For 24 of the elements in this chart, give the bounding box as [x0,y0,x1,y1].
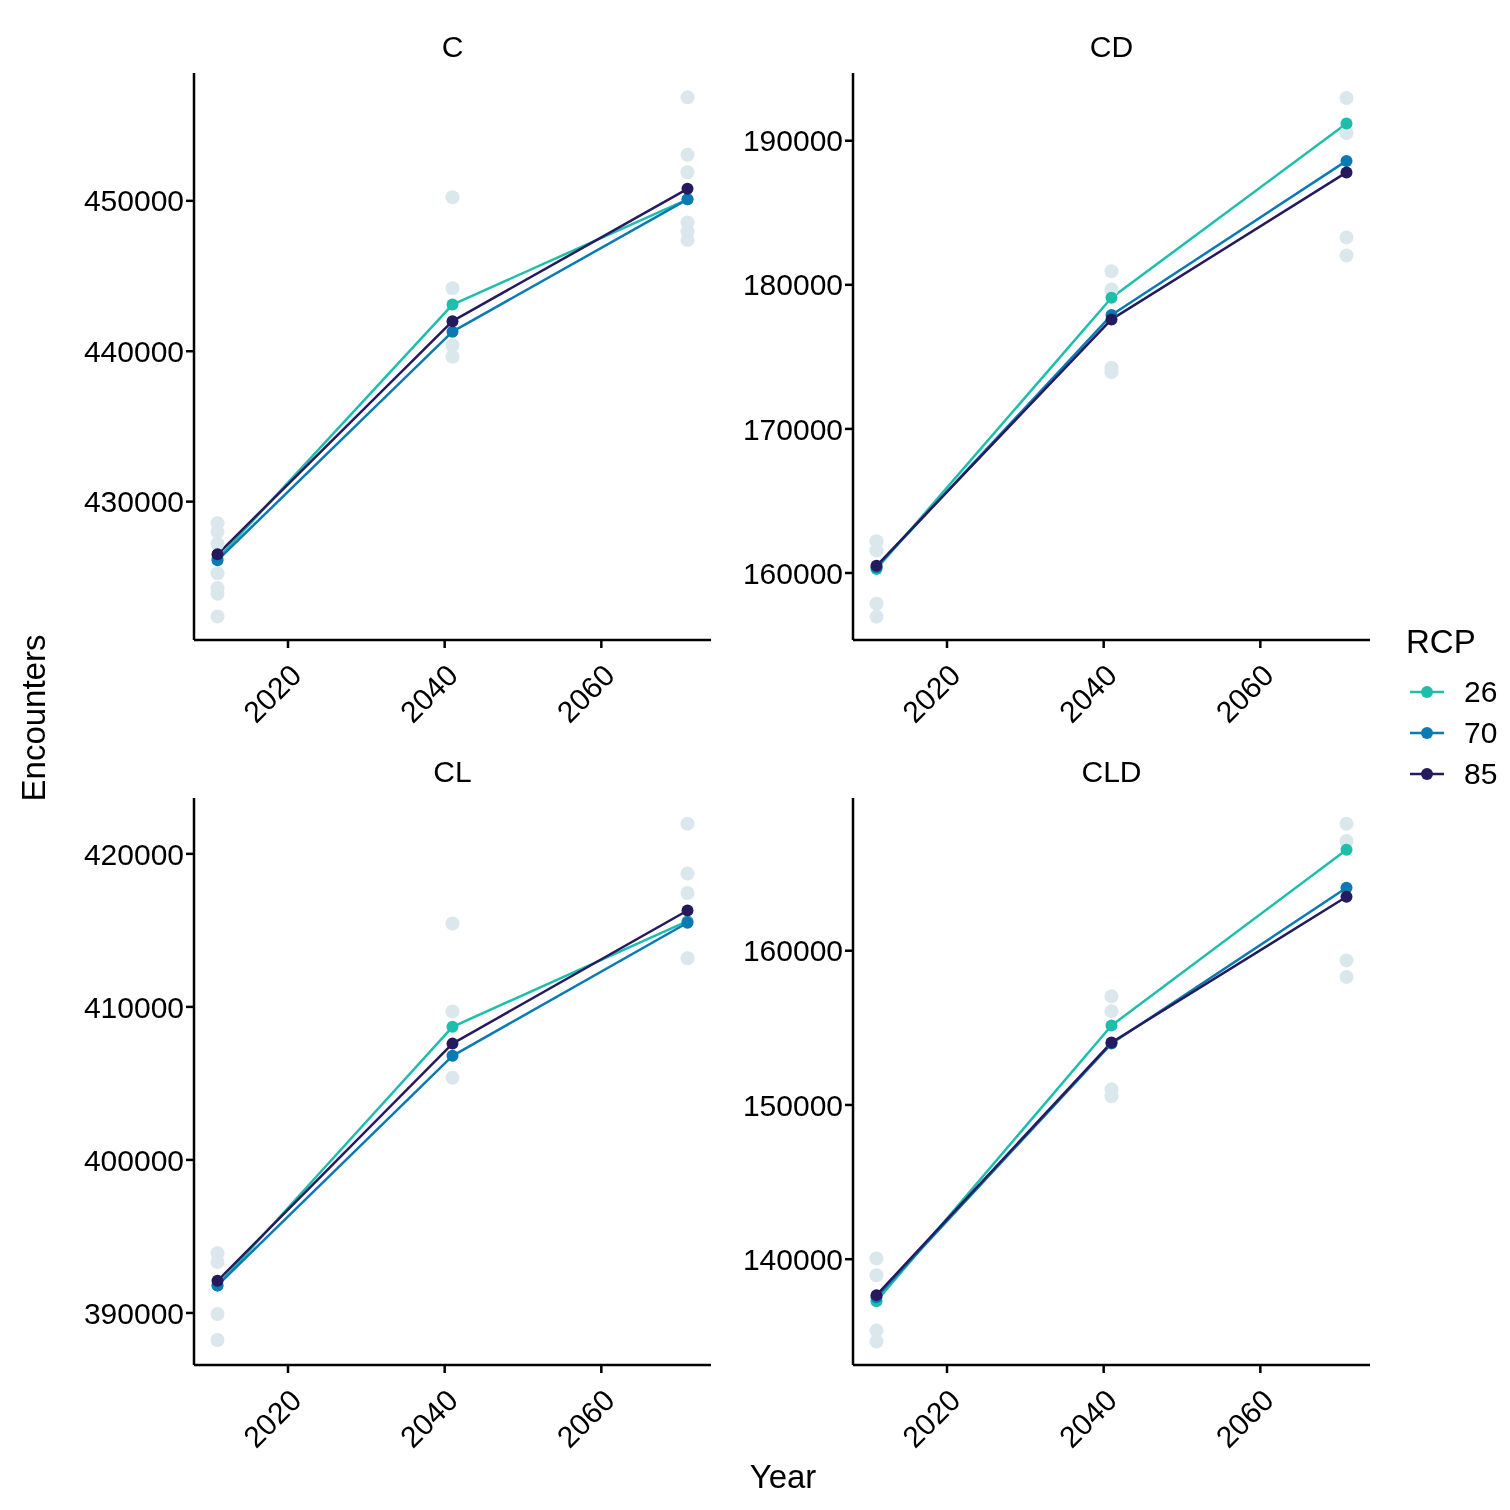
legend-label: 26 [1464,674,1498,709]
x-axis-title: Year [749,1458,817,1496]
y-tick-label: 170000 [742,412,843,446]
legend-label: 70 [1464,715,1498,750]
y-tick-label: 160000 [742,934,843,968]
legend-label: 85 [1464,756,1498,791]
y-tick-label: 440000 [83,334,184,368]
y-tick-label: 390000 [83,1296,184,1330]
y-tick-label: 420000 [83,837,184,871]
y-tick-label: 190000 [742,124,843,158]
legend-title: RCP [1406,623,1477,661]
y-tick-label: 430000 [83,485,184,519]
chart-title: CLD [1080,755,1143,789]
y-tick-label: 160000 [742,556,843,590]
chart-title: CD [1088,30,1135,64]
y-tick-label: 400000 [83,1143,184,1177]
y-tick-label: 150000 [742,1088,843,1122]
y-tick-label: 450000 [83,184,184,218]
chart-title: CL [432,755,473,789]
y-tick-label: 410000 [83,990,184,1024]
y-tick-label: 140000 [742,1242,843,1276]
y-tick-label: 180000 [742,268,843,302]
chart-title: C [440,30,465,64]
y-axis-title: Encounters [15,634,53,802]
